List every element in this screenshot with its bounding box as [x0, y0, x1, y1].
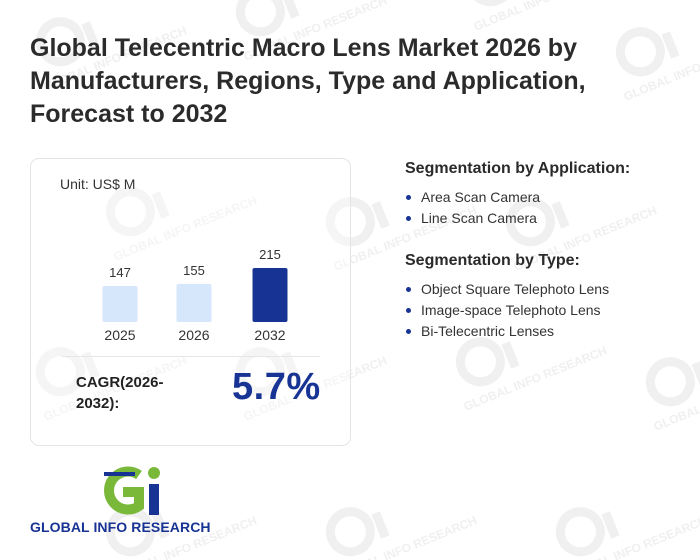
- bar-2025: [102, 286, 138, 322]
- data-label-2025: 147: [109, 265, 131, 280]
- bar-2026: [176, 283, 212, 322]
- type-item: Image-space Telephoto Lens: [405, 300, 695, 321]
- data-label-2032: 215: [259, 247, 281, 262]
- bullet-icon: [406, 195, 411, 200]
- card-divider: [62, 356, 320, 357]
- type-list: Object Square Telephoto Lens Image-space…: [405, 279, 695, 342]
- svg-text:GLOBAL INFO RESEARCH: GLOBAL INFO RESEARCH: [652, 363, 700, 433]
- bullet-icon: [406, 216, 411, 221]
- gi-logo-icon: [104, 466, 160, 515]
- svg-text:GLOBAL INFO RESEARCH: GLOBAL INFO RESEARCH: [332, 513, 479, 560]
- data-label-2026: 155: [183, 263, 205, 278]
- watermark: GLOBAL INFO RESEARCH: [325, 507, 479, 560]
- market-bar-chart: 147 2025 155 2026 215 2032: [102, 247, 288, 343]
- watermark: GLOBAL INFO RESEARCH: [555, 507, 700, 560]
- unit-label: Unit: US$ M: [60, 176, 136, 192]
- segmentation-type: Segmentation by Type: Object Square Tele…: [405, 252, 695, 342]
- watermark: GLOBAL INFO RESEARCH: [465, 0, 619, 34]
- bullet-icon: [406, 329, 411, 334]
- application-item: Line Scan Camera: [405, 208, 695, 229]
- bar-2032: [252, 268, 288, 322]
- segmentation-type-heading: Segmentation by Type:: [405, 252, 580, 269]
- bullet-icon: [406, 287, 411, 292]
- application-list: Area Scan Camera Line Scan Camera: [405, 187, 695, 229]
- cagr-label: CAGR(2026-2032):: [76, 374, 164, 412]
- segmentation-application: Segmentation by Application: Area Scan C…: [405, 160, 695, 229]
- company-logo: GLOBAL INFO RESEARCH: [30, 462, 230, 542]
- logo-text: GLOBAL INFO RESEARCH: [30, 519, 211, 535]
- segmentation-application-heading: Segmentation by Application:: [405, 160, 631, 177]
- bullet-icon: [406, 308, 411, 313]
- application-item: Area Scan Camera: [405, 187, 695, 208]
- cagr-value: 5.7%: [232, 366, 321, 408]
- x-tick-2032: 2032: [254, 327, 285, 343]
- svg-text:GLOBAL INFO RESEARCH: GLOBAL INFO RESEARCH: [472, 0, 619, 34]
- page-title: Global Telecentric Macro Lens Market 202…: [30, 34, 586, 128]
- svg-text:GLOBAL INFO RESEARCH: GLOBAL INFO RESEARCH: [562, 513, 700, 560]
- svg-text:GLOBAL INFO RESEARCH: GLOBAL INFO RESEARCH: [462, 343, 609, 413]
- x-tick-2025: 2025: [104, 327, 135, 343]
- type-item: Object Square Telephoto Lens: [405, 279, 695, 300]
- type-item: Bi-Telecentric Lenses: [405, 321, 695, 342]
- x-tick-2026: 2026: [178, 327, 209, 343]
